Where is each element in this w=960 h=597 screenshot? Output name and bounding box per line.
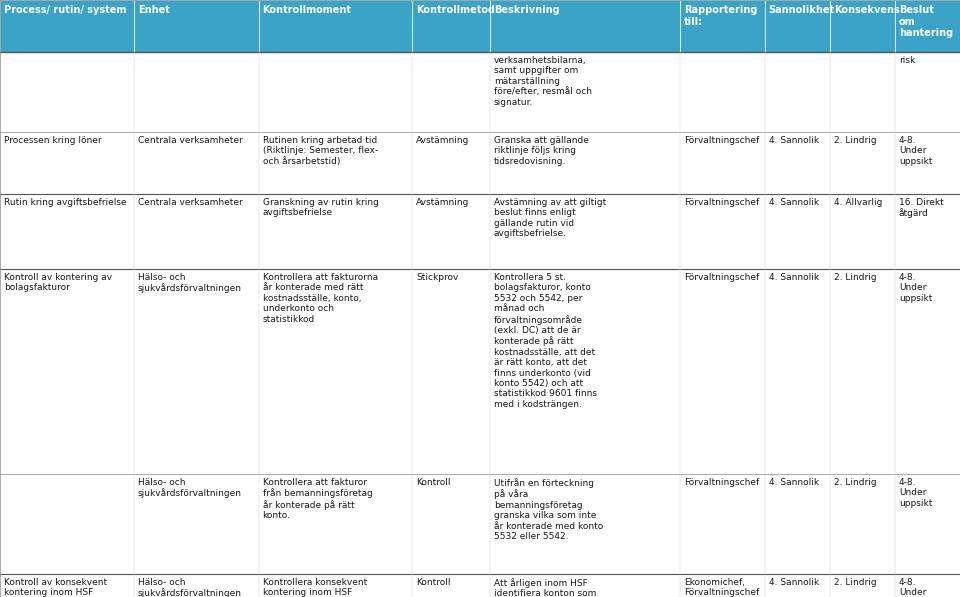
Text: Avstämning: Avstämning bbox=[417, 198, 469, 207]
Text: Kontroll: Kontroll bbox=[417, 478, 450, 487]
Text: Utifrån en förteckning
på våra
bemanningsföretag
granska vilka som inte
år konte: Utifrån en förteckning på våra bemanning… bbox=[494, 478, 603, 541]
Text: verksamhetsbilarna,
samt uppgifter om
mätarställning
före/efter, resmål och
sign: verksamhetsbilarna, samt uppgifter om mä… bbox=[494, 56, 592, 107]
Bar bbox=[258, 0, 412, 52]
Text: Kontroll: Kontroll bbox=[417, 578, 450, 587]
Text: Förvaltningschef: Förvaltningschef bbox=[684, 273, 759, 282]
Text: Ekonomichef,
Förvaltningschef: Ekonomichef, Förvaltningschef bbox=[684, 578, 759, 597]
Text: Förvaltningschef: Förvaltningschef bbox=[684, 478, 759, 487]
Text: Att årligen inom HSF
identifiera konton som
år viktiga att de
används konsekvent: Att årligen inom HSF identifiera konton … bbox=[494, 578, 596, 597]
Text: Kontrollmetod: Kontrollmetod bbox=[417, 5, 495, 15]
Bar bbox=[0, 52, 960, 132]
Text: Avstämning: Avstämning bbox=[417, 136, 469, 145]
Text: Förvaltningschef: Förvaltningschef bbox=[684, 198, 759, 207]
Text: 2. Lindrig: 2. Lindrig bbox=[834, 478, 876, 487]
Text: 16. Direkt
åtgärd: 16. Direkt åtgärd bbox=[899, 198, 944, 219]
Text: Centrala verksamheter: Centrala verksamheter bbox=[138, 136, 243, 145]
Bar bbox=[680, 0, 765, 52]
Text: 4-8.
Under
uppsikt: 4-8. Under uppsikt bbox=[899, 478, 932, 508]
Text: 4. Sannolik: 4. Sannolik bbox=[769, 478, 819, 487]
Text: Granska att gällande
riktlinje följs kring
tidsredovisning.: Granska att gällande riktlinje följs kri… bbox=[494, 136, 588, 166]
Bar bbox=[133, 0, 258, 52]
Bar bbox=[0, 0, 133, 52]
Text: risk: risk bbox=[899, 56, 915, 65]
Text: Hälso- och
sjukvårdsförvaltningen: Hälso- och sjukvårdsförvaltningen bbox=[138, 478, 242, 498]
Bar bbox=[0, 194, 960, 269]
Text: 2. Lindrig: 2. Lindrig bbox=[834, 578, 876, 587]
Text: Kontroll av konsekvent
kontering inom HSF: Kontroll av konsekvent kontering inom HS… bbox=[4, 578, 108, 597]
Text: 4-8.
Under
uppsikt: 4-8. Under uppsikt bbox=[899, 273, 932, 303]
Text: 2. Lindrig: 2. Lindrig bbox=[834, 136, 876, 145]
Bar bbox=[829, 0, 895, 52]
Text: Enhet: Enhet bbox=[138, 5, 170, 15]
Text: Hälso- och
sjukvårdsförvaltningen: Hälso- och sjukvårdsförvaltningen bbox=[138, 578, 242, 597]
Text: Kontrollmoment: Kontrollmoment bbox=[262, 5, 351, 15]
Text: Rutinen kring arbetad tid
(Riktlinje: Semester, flex-
och årsarbetstid): Rutinen kring arbetad tid (Riktlinje: Se… bbox=[262, 136, 378, 166]
Text: 4. Sannolik: 4. Sannolik bbox=[769, 578, 819, 587]
Bar bbox=[0, 474, 960, 574]
Text: Stickprov: Stickprov bbox=[417, 273, 459, 282]
Bar bbox=[895, 0, 960, 52]
Bar bbox=[490, 0, 680, 52]
Text: Kontrollera att fakturorna
år konterade med rätt
kostnadsställe, konto,
underkon: Kontrollera att fakturorna år konterade … bbox=[262, 273, 377, 324]
Text: Kontrollera konsekvent
kontering inom HSF: Kontrollera konsekvent kontering inom HS… bbox=[262, 578, 367, 597]
Text: Kontrollera att fakturor
från bemanningsföretag
år konterade på rätt
konto.: Kontrollera att fakturor från bemannings… bbox=[262, 478, 372, 521]
Text: 4-8.
Under
uppsikt: 4-8. Under uppsikt bbox=[899, 578, 932, 597]
Text: Kontrollera 5 st.
bolagsfakturor, konto
5532 och 5542, per
månad och
förvaltning: Kontrollera 5 st. bolagsfakturor, konto … bbox=[494, 273, 597, 409]
Text: Granskning av rutin kring
avgiftsbefrielse: Granskning av rutin kring avgiftsbefriel… bbox=[262, 198, 378, 217]
Bar bbox=[412, 0, 490, 52]
Text: Centrala verksamheter: Centrala verksamheter bbox=[138, 198, 243, 207]
Text: Kontroll av kontering av
bolagsfakturor: Kontroll av kontering av bolagsfakturor bbox=[4, 273, 112, 293]
Text: Rutin kring avgiftsbefrielse: Rutin kring avgiftsbefrielse bbox=[4, 198, 127, 207]
Text: 2. Lindrig: 2. Lindrig bbox=[834, 273, 876, 282]
Text: 4. Sannolik: 4. Sannolik bbox=[769, 198, 819, 207]
Bar bbox=[0, 269, 960, 474]
Text: Beslut
om
hantering: Beslut om hantering bbox=[899, 5, 953, 38]
Text: Konsekvens: Konsekvens bbox=[834, 5, 900, 15]
Text: Beskrivning: Beskrivning bbox=[494, 5, 560, 15]
Text: Hälso- och
sjukvårdsförvaltningen: Hälso- och sjukvårdsförvaltningen bbox=[138, 273, 242, 294]
Text: 4. Sannolik: 4. Sannolik bbox=[769, 273, 819, 282]
Bar bbox=[765, 0, 829, 52]
Text: 4. Allvarlig: 4. Allvarlig bbox=[834, 198, 882, 207]
Text: Process/ rutin/ system: Process/ rutin/ system bbox=[4, 5, 127, 15]
Text: Rapportering
till:: Rapportering till: bbox=[684, 5, 757, 27]
Text: Förvaltningschef: Förvaltningschef bbox=[684, 136, 759, 145]
Text: Sannolikhet: Sannolikhet bbox=[769, 5, 835, 15]
Bar bbox=[0, 132, 960, 194]
Text: Processen kring löner: Processen kring löner bbox=[4, 136, 102, 145]
Text: 4-8.
Under
uppsikt: 4-8. Under uppsikt bbox=[899, 136, 932, 166]
Text: Avstämning av att giltigt
beslut finns enligt
gällande rutin vid
avgiftsbefriels: Avstämning av att giltigt beslut finns e… bbox=[494, 198, 606, 238]
Text: 4. Sannolik: 4. Sannolik bbox=[769, 136, 819, 145]
Bar bbox=[0, 574, 960, 597]
